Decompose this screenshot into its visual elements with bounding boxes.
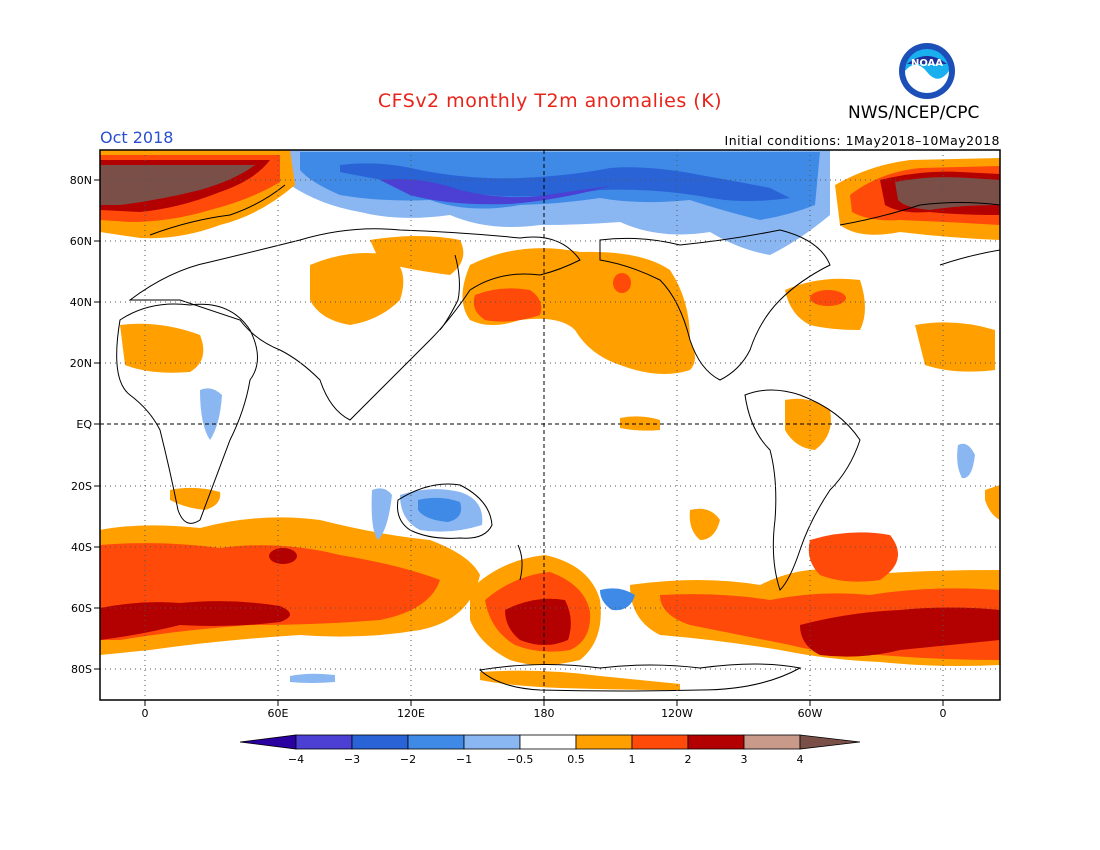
agency-label: NWS/NCEP/CPC	[848, 103, 980, 123]
north-pacific-warm	[462, 248, 695, 374]
pacific-warm-spot	[613, 273, 631, 293]
indian-ocean-cold	[371, 488, 392, 540]
colorbar-label: −0.5	[507, 753, 534, 766]
greenland-warm-right	[835, 158, 1000, 240]
map-title: CFSv2 monthly T2m anomalies (K)	[377, 90, 723, 112]
colorbar-bin	[295, 734, 353, 750]
eurasia-coast	[128, 228, 581, 421]
greenland-coast-left	[149, 184, 286, 236]
coastlines	[116, 184, 1000, 692]
colorbar: −4 −3 −2 −1 −0.5 0.5 1 2 3 4	[239, 734, 861, 766]
lat-label: 40N	[70, 296, 92, 309]
colorbar-bin	[351, 734, 409, 750]
colorbar-min-arrow	[239, 734, 297, 750]
anomaly-field	[100, 150, 1000, 690]
lat-label: 20S	[71, 480, 92, 493]
antarctica-coast	[478, 663, 802, 692]
lon-label: 120W	[661, 707, 693, 720]
europe-coast-right	[939, 249, 1000, 266]
lon-label: 60E	[268, 707, 289, 720]
south-pacific-cold	[600, 588, 635, 611]
eq-atlantic-warm	[985, 485, 1000, 520]
arctic-cold-core	[380, 179, 610, 205]
lon-label: 0	[940, 707, 947, 720]
new-zealand-coast	[517, 544, 523, 581]
colorbar-bin	[463, 734, 521, 750]
colorbar-max-arrow	[799, 734, 861, 750]
lat-label: EQ	[76, 418, 92, 431]
africa-cold	[200, 388, 222, 440]
colorbar-bin	[743, 734, 801, 750]
japan-coast	[439, 254, 460, 331]
east-africa-cold	[957, 443, 975, 479]
lon-label: 0	[142, 707, 149, 720]
north-atlantic-core	[810, 290, 846, 306]
colorbar-bin	[407, 734, 465, 750]
australia-coast	[397, 483, 493, 539]
colorbar-bin	[687, 734, 745, 750]
east-asia-warm	[370, 236, 464, 275]
initial-conditions-label: Initial conditions: 1May2018–10May2018	[724, 133, 1000, 148]
antarctic-fringe-warm	[480, 670, 680, 690]
colorbar-label: 1	[629, 753, 636, 766]
se-pacific-warm	[689, 508, 720, 540]
colorbar-label: 3	[741, 753, 748, 766]
lon-label: 60W	[798, 707, 823, 720]
southern-ocean-warm-pacific-core	[505, 598, 571, 645]
colorbar-label: 0.5	[567, 753, 585, 766]
colorbar-bin	[631, 734, 689, 750]
africa-coast	[116, 303, 258, 524]
colorbar-label: −3	[344, 753, 360, 766]
south-america-coast	[744, 389, 861, 591]
noaa-logo-icon: NOAA	[899, 43, 955, 99]
lon-label: 180	[534, 707, 555, 720]
australia-cold-core	[418, 497, 462, 522]
lat-label: 20N	[70, 357, 92, 370]
central-asia-warm	[310, 252, 404, 325]
north-america-coast	[599, 229, 831, 381]
colorbar-label: −4	[288, 753, 304, 766]
gridlines	[100, 150, 1000, 700]
colorbar-label: 2	[685, 753, 692, 766]
map-frame	[99, 149, 1001, 701]
lat-label: 80S	[71, 663, 92, 676]
lat-label: 60S	[71, 602, 92, 615]
colorbar-label: 4	[797, 753, 804, 766]
southern-ocean-warm-west-core	[100, 601, 290, 640]
north-pacific-warm-core	[473, 288, 542, 322]
mediterranean-warm	[120, 323, 204, 373]
lon-label: 120E	[397, 707, 425, 720]
colorbar-bin	[519, 734, 577, 750]
logo-text: NOAA	[911, 58, 943, 69]
lat-label: 80N	[70, 174, 92, 187]
arctic-cold-anomaly-3	[340, 163, 790, 202]
colorbar-bin	[575, 734, 633, 750]
lat-label: 60N	[70, 235, 92, 248]
colorbar-label: −2	[400, 753, 416, 766]
south-africa-warm	[170, 487, 221, 510]
lon-axis: 0 60E 120E 180 120W 60W 0	[142, 700, 947, 720]
colorbar-label: −1	[456, 753, 472, 766]
lat-label: 40S	[71, 541, 92, 554]
south-indian-core	[269, 548, 297, 564]
greenland-coast-right	[839, 202, 1000, 226]
valid-month-label: Oct 2018	[100, 128, 174, 147]
mediterranean-warm-right	[915, 322, 995, 372]
south-atlantic-warm	[808, 532, 898, 582]
lat-axis: 80N 60N 40N 20N EQ 20S 40S 60S 80S	[70, 174, 100, 676]
southern-ocean-cold	[290, 673, 335, 683]
southern-ocean-warm-east-core	[800, 607, 1000, 657]
